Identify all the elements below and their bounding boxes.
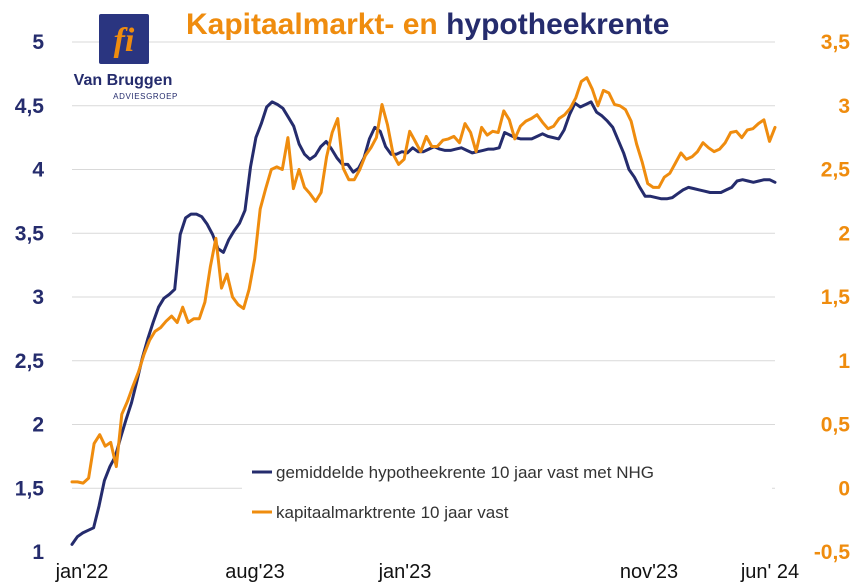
right-tick-label: 2,5 <box>821 159 851 182</box>
legend-box <box>242 450 772 530</box>
legend-label-hypotheekrente: gemiddelde hypotheekrente 10 jaar vast m… <box>276 463 654 482</box>
x-tick-label: jun' 24 <box>740 561 799 583</box>
right-tick-label: 1 <box>838 350 850 373</box>
right-tick-label: -0,5 <box>814 541 851 564</box>
right-tick-label: 1,5 <box>821 286 851 309</box>
logo-subtitle: ADVIESGROEP <box>113 92 178 101</box>
right-tick-label: 2 <box>838 222 850 245</box>
kapitaalmarktrente-line <box>70 76 777 485</box>
gridlines <box>72 41 775 489</box>
left-tick-label: 2 <box>32 414 44 437</box>
x-tick-label: jan'23 <box>378 561 432 583</box>
left-tick-label: 2,5 <box>15 350 45 373</box>
brand-logo: fi Van Bruggen ADVIESGROEP <box>68 14 178 104</box>
legend-label-kapitaalmarktrente: kapitaalmarktrente 10 jaar vast <box>276 503 509 522</box>
chart-title: Kapitaalmarkt- en hypotheekrente <box>186 8 669 42</box>
svg-text:fi: fi <box>114 22 135 59</box>
legend: gemiddelde hypotheekrente 10 jaar vast m… <box>242 450 772 530</box>
logo-fi-icon: fi <box>114 22 135 59</box>
left-tick-label: 5 <box>32 31 44 54</box>
logo-mark: fi <box>99 14 149 64</box>
x-tick-label: aug'23 <box>225 561 284 583</box>
logo-name: Van Bruggen <box>73 72 173 89</box>
right-axis-ticks: -0,5 0 0,5 1 1,5 2 2,5 3 3,5 <box>814 31 851 564</box>
left-axis-ticks: 1 1,5 2 2,5 3 3,5 4 4,5 5 <box>15 31 45 564</box>
x-tick-label: nov'23 <box>620 561 678 583</box>
chart-title-part2: hypotheekrente <box>446 8 670 41</box>
left-tick-label: 4 <box>32 159 44 182</box>
series-lines <box>70 76 777 546</box>
x-axis-ticks: jan'22 aug'23 jan'23 nov'23 jun' 24 <box>55 561 800 583</box>
chart-title-part1: Kapitaalmarkt- en <box>186 8 438 41</box>
right-tick-label: 0 <box>838 477 850 500</box>
right-tick-label: 3,5 <box>821 31 851 54</box>
hypotheekrente-line <box>70 100 777 546</box>
left-tick-label: 1,5 <box>15 477 45 500</box>
left-tick-label: 1 <box>32 541 44 564</box>
left-tick-label: 3 <box>32 286 44 309</box>
left-tick-label: 4,5 <box>15 95 45 118</box>
left-tick-label: 3,5 <box>15 222 45 245</box>
right-tick-label: 3 <box>838 95 850 118</box>
x-tick-label: jan'22 <box>55 561 109 583</box>
right-tick-label: 0,5 <box>821 414 851 437</box>
